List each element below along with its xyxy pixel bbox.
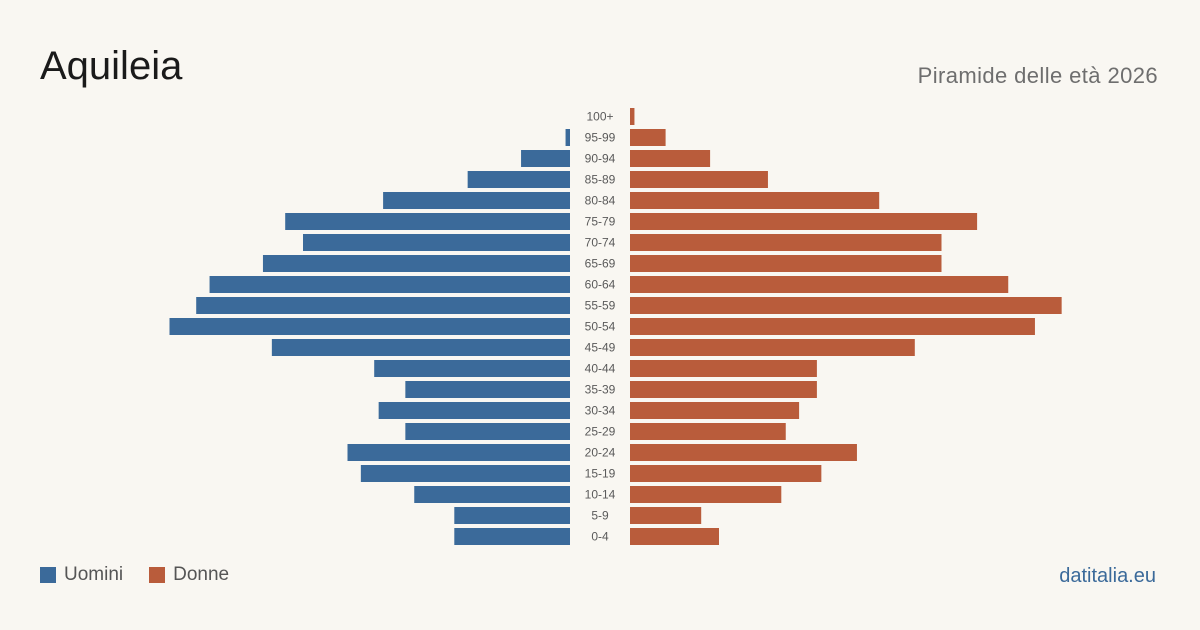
bar-female-30-34 xyxy=(630,402,800,419)
bar-female-45-49 xyxy=(630,339,915,356)
bar-male-15-19 xyxy=(360,465,570,482)
age-label-95-99: 95-99 xyxy=(585,131,616,145)
age-label-60-64: 60-64 xyxy=(585,278,616,292)
age-label-35-39: 35-39 xyxy=(585,383,616,397)
bar-male-30-34 xyxy=(378,402,570,419)
bar-male-25-29 xyxy=(405,423,570,440)
bar-male-5-9 xyxy=(454,507,570,524)
age-label-100+: 100+ xyxy=(586,110,613,124)
age-label-65-69: 65-69 xyxy=(585,257,616,271)
age-label-20-24: 20-24 xyxy=(585,446,616,460)
bar-male-45-49 xyxy=(271,339,570,356)
bar-female-15-19 xyxy=(630,465,822,482)
chart-subtitle: Piramide delle età 2026 xyxy=(917,63,1158,88)
legend-label-female: Donne xyxy=(173,564,230,585)
bar-female-85-89 xyxy=(630,171,768,188)
bar-male-0-4 xyxy=(454,528,570,545)
bar-female-0-4 xyxy=(630,528,719,545)
age-label-45-49: 45-49 xyxy=(585,341,616,355)
age-label-90-94: 90-94 xyxy=(585,152,616,166)
bar-female-10-14 xyxy=(630,486,782,503)
bar-male-65-69 xyxy=(262,255,570,272)
legend-item-female: Donne xyxy=(149,564,229,586)
chart-legend: Uomini Donne xyxy=(40,564,255,586)
age-label-85-89: 85-89 xyxy=(585,173,616,187)
bar-male-35-39 xyxy=(405,381,570,398)
age-label-75-79: 75-79 xyxy=(585,215,616,229)
bar-male-55-59 xyxy=(196,297,570,314)
bar-male-75-79 xyxy=(285,213,570,230)
age-label-50-54: 50-54 xyxy=(585,320,616,334)
bar-female-100+ xyxy=(630,108,635,125)
bar-female-35-39 xyxy=(630,381,817,398)
age-label-25-29: 25-29 xyxy=(585,425,616,439)
age-label-70-74: 70-74 xyxy=(585,236,616,250)
legend-swatch-male xyxy=(40,567,56,583)
age-label-30-34: 30-34 xyxy=(585,404,616,418)
bar-male-50-54 xyxy=(169,318,570,335)
legend-label-male: Uomini xyxy=(64,564,124,585)
bar-female-60-64 xyxy=(630,276,1009,293)
bar-female-50-54 xyxy=(630,318,1035,335)
age-label-55-59: 55-59 xyxy=(585,299,616,313)
bar-male-80-84 xyxy=(383,192,570,209)
age-label-80-84: 80-84 xyxy=(585,194,616,208)
bar-female-25-29 xyxy=(630,423,786,440)
bar-female-70-74 xyxy=(630,234,942,251)
bar-male-90-94 xyxy=(521,150,570,167)
page-title: Aquileia xyxy=(40,44,183,88)
age-label-0-4: 0-4 xyxy=(591,530,609,544)
bar-male-60-64 xyxy=(209,276,571,293)
bar-female-40-44 xyxy=(630,360,817,377)
bar-female-65-69 xyxy=(630,255,942,272)
bar-female-75-79 xyxy=(630,213,978,230)
bar-female-90-94 xyxy=(630,150,711,167)
age-label-10-14: 10-14 xyxy=(585,488,616,502)
bar-male-10-14 xyxy=(414,486,570,503)
age-label-15-19: 15-19 xyxy=(585,467,616,481)
legend-item-male: Uomini xyxy=(40,564,123,586)
bar-male-95-99 xyxy=(565,129,570,146)
bar-female-95-99 xyxy=(630,129,666,146)
bar-female-20-24 xyxy=(630,444,857,461)
bar-male-20-24 xyxy=(347,444,570,461)
bar-female-55-59 xyxy=(630,297,1062,314)
bar-female-5-9 xyxy=(630,507,702,524)
source-link[interactable]: datitalia.eu xyxy=(1059,565,1156,587)
legend-swatch-female xyxy=(149,567,166,583)
bar-male-85-89 xyxy=(467,171,570,188)
age-label-40-44: 40-44 xyxy=(585,362,616,376)
age-label-5-9: 5-9 xyxy=(591,509,609,523)
bar-female-80-84 xyxy=(630,192,880,209)
bar-male-70-74 xyxy=(303,234,570,251)
bar-male-40-44 xyxy=(374,360,570,377)
